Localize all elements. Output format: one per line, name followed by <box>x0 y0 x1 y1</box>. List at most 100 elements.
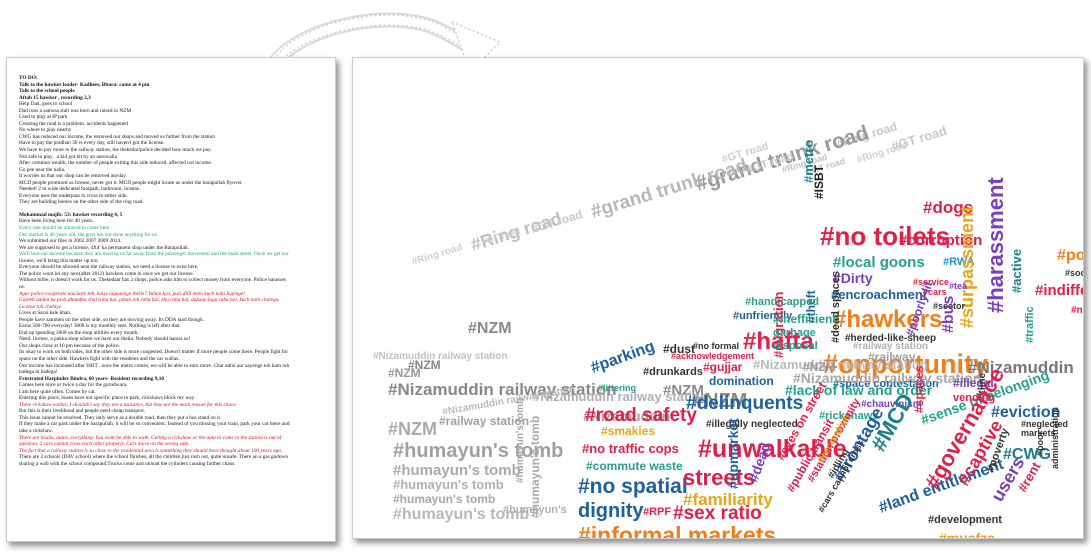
word-cloud-tag: #acknowledgement <box>671 351 754 361</box>
notes-line: CWG has reduced our income, the removed … <box>19 133 215 140</box>
notes-line: badega hi badega! <box>19 369 58 376</box>
word-cloud-tag: #ISBT <box>812 164 826 199</box>
word-cloud-tag: #sex ratio <box>673 503 762 524</box>
notes-line: Its okay to work on both sides, but the … <box>19 349 288 356</box>
word-cloud-tag: #handicapped <box>745 296 819 308</box>
word-cloud-tag: #familiarity <box>683 490 773 509</box>
word-cloud-tag: #humayun's tomb <box>515 398 526 483</box>
word-cloud-tag: #traffic <box>1024 306 1036 343</box>
word-cloud-tag: #dust <box>663 342 695 356</box>
word-cloud-tag: #humayun's tomb <box>393 506 529 523</box>
word-cloud-tag: #Nizamuddin railway station <box>388 380 617 399</box>
notes-line: End up spending 3000 on the shop utiliti… <box>19 329 139 336</box>
notes-line: Go pee near the nalla. <box>19 166 66 173</box>
word-cloud-tag: #Nizamuddin railway station <box>753 357 928 372</box>
notes-line: License toh chahiye. <box>19 303 63 310</box>
notes-line: People have zammen on the other side, so… <box>19 316 205 323</box>
word-cloud-tag: #herded-like-sheep <box>845 333 936 344</box>
word-cloud-panel: #GT road #Ring road #GT road #grand trunk r… <box>352 57 1084 539</box>
word-cloud-tag: #RWA <box>943 256 975 268</box>
notes-line: Earns 500-700 everyday! 3000 is my month… <box>19 323 181 330</box>
notes-line: We submitted our files in 2002 2007 2009… <box>19 238 122 245</box>
word-cloud-tag: #hawkers <box>833 306 942 333</box>
word-cloud-tag: #corruption <box>899 232 982 249</box>
word-cloud-tag: #hafta <box>743 328 814 355</box>
notes-line: Our shops close at 10 pm because of the … <box>19 342 120 349</box>
word-cloud: #GT road#Ring road#GT road#grand trunk r… <box>373 119 1083 538</box>
word-cloud-tag: streets <box>683 465 755 490</box>
word-cloud-tag: garbage <box>773 327 816 339</box>
word-cloud-tag: #illegal <box>953 376 994 390</box>
notes-line: Crossing the road is a problem, accident… <box>19 120 128 127</box>
word-cloud-tag: #humayun's tomb <box>528 416 542 518</box>
notes-line: take a rickshaw. <box>19 427 53 434</box>
word-cloud-tag: dignity <box>578 500 644 522</box>
notes-line: Agar police cooperate naa kare toh, kais… <box>19 290 245 297</box>
word-cloud-tag: #NZM <box>388 366 421 380</box>
word-cloud-tag: #humayun's tomb <box>393 462 521 479</box>
notes-line: There rickshaw wallas, I shouldn't say t… <box>19 401 236 408</box>
notes-line: Help Dad, goes to school <box>19 101 73 108</box>
notes-line: The fact that a railway station is so cl… <box>19 447 283 454</box>
word-cloud-tag: #Nizamuddin <box>583 408 670 424</box>
notes-heading: Frustrated Harpinder Bindra, 60 years- R… <box>19 375 165 382</box>
word-cloud-tag: #NZM <box>663 382 704 399</box>
word-cloud-tag: #delinquents <box>686 393 803 414</box>
word-cloud-tag: domination <box>709 374 774 388</box>
word-cloud-tag: #unwalkable <box>698 435 847 463</box>
notes-line: sharing a wall with the school compound.… <box>19 460 236 467</box>
word-cloud-tag: #social interaction <box>1065 268 1083 278</box>
notes-line: Everyone uses the underpass to cross to … <box>19 192 128 199</box>
word-cloud-tag: #noise <box>1071 305 1083 316</box>
notes-line: There are trucks, autos, everything. You… <box>19 434 282 441</box>
word-cloud-tag: #humayun's tomb <box>393 477 504 492</box>
word-cloud-tag: markets <box>1021 428 1056 438</box>
word-cloud-tag: #service <box>913 277 949 287</box>
word-cloud-tag: #railway station <box>439 414 529 428</box>
word-cloud-tag: #Dirty <box>833 270 873 286</box>
notes-line: MCD people promised us license, never go… <box>19 179 243 186</box>
word-cloud-tag: #Nizamuddin railway station <box>793 370 981 386</box>
word-cloud-tag: #Nizamuddin railway station <box>533 389 708 404</box>
word-cloud-tag: #no spatial <box>578 475 688 498</box>
notes-line: Have been living here for 40 years. <box>19 218 94 225</box>
notes-line: After common wealth, the number of peopl… <box>19 160 213 167</box>
notes-line: They are building homes on the other sid… <box>19 199 144 206</box>
notes-line: Not safe to play . a kid got hit by an a… <box>19 153 117 160</box>
notes-line: space on the other side. Hawkers fight w… <box>19 355 180 362</box>
notes-line: But this is their livelihood and people … <box>19 408 146 415</box>
word-cloud-tag: #NZM <box>803 360 836 374</box>
word-cloud-tag: #indifference <box>1035 282 1083 299</box>
word-cloud-tag: #no formal <box>693 341 739 351</box>
notes-line: Need: license, a pukka shop where we hav… <box>19 336 191 343</box>
word-cloud-tag: #bus <box>940 296 957 333</box>
notes-line: Used to play at IP park <box>19 114 68 121</box>
notes-heading: Mohammad majib: 53: hawker recording 4, … <box>19 211 123 218</box>
word-cloud-tag: #drunkards <box>643 366 703 378</box>
word-cloud-tag: #humayun's <box>503 504 567 516</box>
notes-line: Everyone should be allowed near the rail… <box>19 264 199 271</box>
notes-line: question. 2 cars cannot cross each other… <box>19 441 190 448</box>
word-cloud-tag: #dead spaces <box>830 271 842 343</box>
notes-heading: TO DO: <box>19 75 38 81</box>
word-cloud-tag: #poor <box>1035 431 1045 456</box>
word-cloud-tag: #littering <box>598 383 636 393</box>
word-cloud-tag: #opportunity <box>823 349 988 379</box>
notes-heading: Aftab 15 hawker , recording 2,3 <box>19 94 91 101</box>
word-cloud-tag: #migration <box>771 291 786 358</box>
word-cloud-tag: #muafza <box>939 530 995 538</box>
word-cloud-tag: #space contestation <box>833 378 939 390</box>
notes-line: No where to play nearby <box>19 127 72 134</box>
notes-line: Lives at Sarai kale khan. <box>19 310 72 317</box>
notes-line: It worries us that our shop can be remov… <box>19 173 127 180</box>
word-cloud-tag: #dogs <box>923 198 973 217</box>
word-cloud-tag: #grand trunk road <box>588 155 750 223</box>
notes-line: If they make a car park under the barapu… <box>19 421 290 428</box>
word-cloud-tag: #illegally neglected <box>706 419 798 430</box>
notes-line: Dad runs a samosa stall was born and rai… <box>19 107 132 114</box>
word-cloud-tag: #upmarket <box>725 418 741 489</box>
notes-line: We'll lose our income because they are m… <box>19 251 289 258</box>
word-cloud-tag: #policy <box>1057 247 1083 264</box>
word-cloud-tag: #neglected <box>1021 419 1068 429</box>
